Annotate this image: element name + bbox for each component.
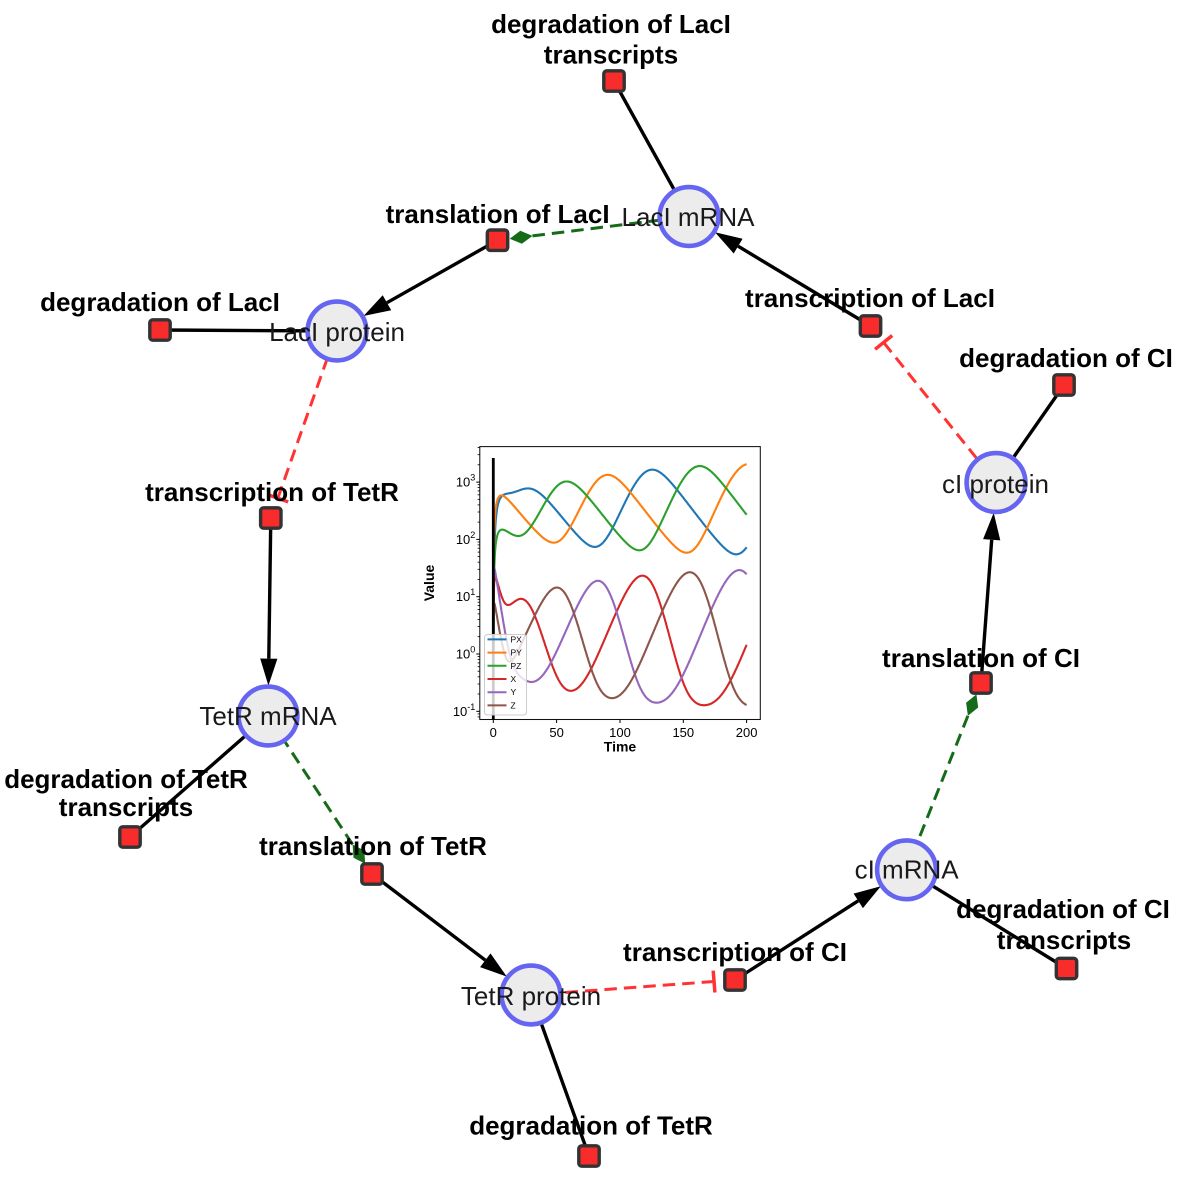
svg-text:TetR protein: TetR protein [461, 981, 601, 1011]
svg-text:Y: Y [511, 687, 517, 697]
svg-text:200: 200 [736, 725, 758, 740]
svg-text:translation of LacI: translation of LacI [386, 199, 610, 229]
svg-text:transcription of LacI: transcription of LacI [745, 283, 995, 313]
svg-text:PZ: PZ [511, 661, 522, 671]
svg-text:Time: Time [604, 739, 637, 755]
svg-text:transcripts: transcripts [59, 792, 193, 822]
svg-text:cI mRNA: cI mRNA [855, 855, 960, 885]
svg-text:PY: PY [511, 648, 523, 658]
svg-text:degradation of TetR: degradation of TetR [4, 764, 248, 794]
svg-text:Value: Value [421, 565, 437, 602]
svg-text:X: X [511, 674, 517, 684]
svg-text:transcription of CI: transcription of CI [623, 937, 847, 967]
svg-text:degradation of LacI: degradation of LacI [40, 287, 280, 317]
svg-text:degradation of CI: degradation of CI [959, 343, 1173, 373]
svg-text:transcription of TetR: transcription of TetR [145, 477, 399, 507]
svg-text:LacI mRNA: LacI mRNA [622, 202, 756, 232]
svg-text:degradation of LacI: degradation of LacI [491, 9, 731, 39]
svg-text:cI protein: cI protein [942, 469, 1049, 499]
svg-text:TetR mRNA: TetR mRNA [199, 701, 337, 731]
svg-text:50: 50 [549, 725, 563, 740]
svg-text:transcripts: transcripts [544, 39, 678, 69]
svg-text:transcripts: transcripts [997, 925, 1131, 955]
svg-text:Z: Z [511, 700, 516, 710]
svg-text:0: 0 [490, 725, 497, 740]
svg-text:translation of TetR: translation of TetR [259, 831, 487, 861]
svg-text:translation of CI: translation of CI [882, 643, 1080, 673]
svg-text:degradation of CI: degradation of CI [956, 894, 1170, 924]
svg-text:150: 150 [672, 725, 694, 740]
svg-text:degradation of TetR: degradation of TetR [469, 1111, 713, 1141]
svg-text:PX: PX [511, 634, 523, 644]
svg-text:LacI protein: LacI protein [269, 317, 405, 347]
svg-text:100: 100 [609, 725, 631, 740]
